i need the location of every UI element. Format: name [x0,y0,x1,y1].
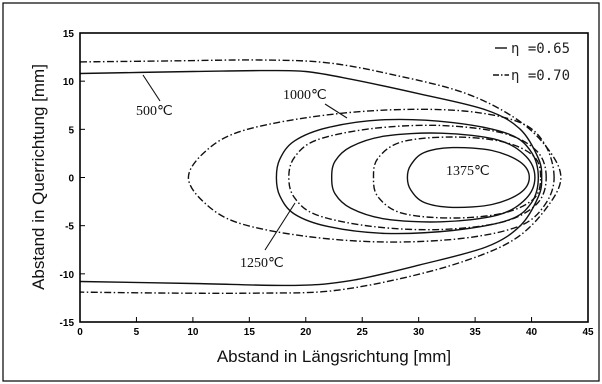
pointer-500 [142,74,161,102]
isotherm-1375-eta070 [372,136,542,219]
x-tick-label: 30 [413,327,425,338]
pointer-1000 [324,103,348,119]
label-1000c: 1000℃ [283,88,327,103]
y-tick-label: -15 [60,318,75,329]
label-500c: 500℃ [136,104,173,119]
x-tick-label: 45 [582,327,594,338]
y-tick-label: 15 [63,29,75,40]
x-tick-label: 15 [244,327,256,338]
x-tick-label: 5 [134,327,140,338]
y-axis-ticks: 15 10 5 0 -5 -10 -15 [60,29,85,329]
isotherm-contours [79,59,562,294]
x-axis-ticks: 0 5 10 15 20 25 30 35 40 45 [77,317,594,338]
isotherm-1000-eta070 [187,108,555,243]
x-tick-label: 25 [357,327,369,338]
legend-label-065: η =0.65 [511,41,570,57]
legend-label-070: η =0.70 [511,68,570,84]
y-tick-label: 0 [68,174,74,185]
isotherm-1250-eta070 [288,124,547,231]
isotherm-1000-eta065 [275,118,540,235]
label-1375c: 1375℃ [446,164,490,179]
x-tick-label: 20 [300,327,312,338]
x-tick-label: 10 [187,327,199,338]
legend: η =0.65 η =0.70 [493,41,570,84]
x-axis-label: Abstand in Längsrichtung [mm] [217,347,451,366]
isotherm-1250-eta065 [330,132,536,223]
y-tick-label: -10 [60,270,75,281]
y-tick-label: 10 [63,77,75,88]
isotherm-1375-eta065 [406,146,531,209]
isotherm-500-eta070 [79,59,562,294]
annotations: 500℃ 1000℃ 1250℃ 1375℃ [136,74,490,271]
pointer-1250 [264,202,296,251]
plot-area [80,33,588,322]
x-tick-label: 0 [77,327,83,338]
label-1250c: 1250℃ [240,256,284,271]
x-tick-label: 35 [470,327,482,338]
y-tick-label: -5 [65,222,74,233]
isotherm-500-eta065 [79,69,543,287]
y-axis-label: Abstand in Querrichtung [mm] [29,64,48,290]
y-tick-label: 5 [68,125,74,136]
x-tick-label: 40 [526,327,538,338]
